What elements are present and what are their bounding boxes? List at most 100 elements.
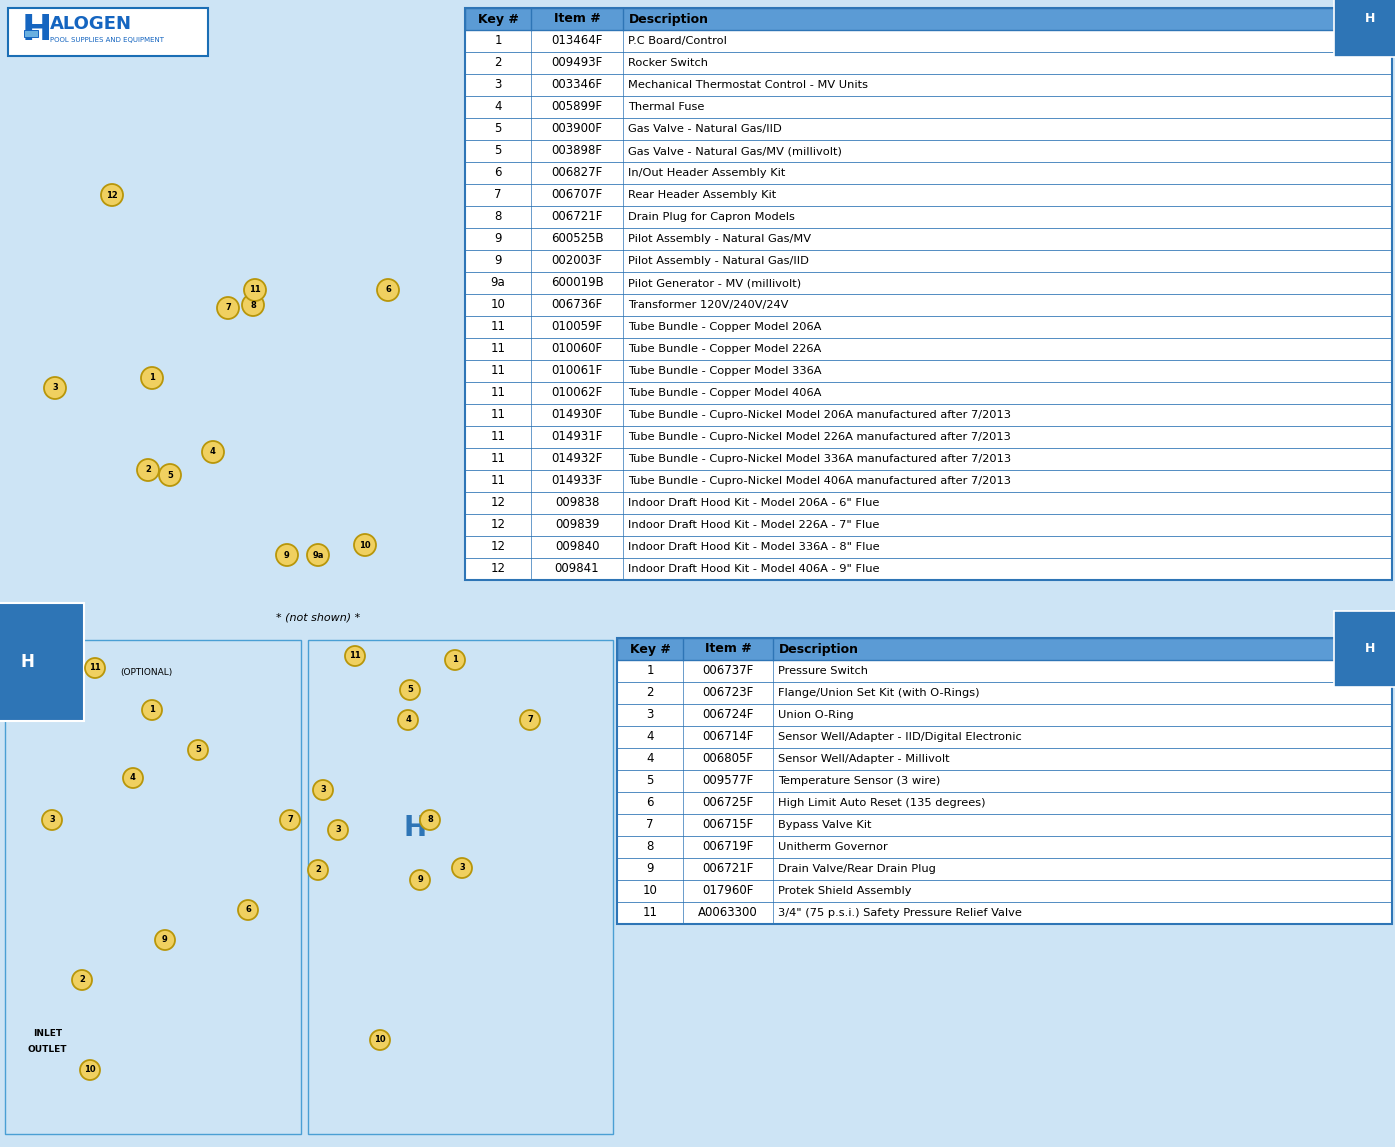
- Text: 11: 11: [491, 387, 505, 399]
- Text: High Limit Auto Reset (135 degrees): High Limit Auto Reset (135 degrees): [778, 798, 985, 807]
- Text: 600019B: 600019B: [551, 276, 604, 289]
- Circle shape: [142, 700, 162, 720]
- Text: 003900F: 003900F: [551, 123, 603, 135]
- Text: 1: 1: [149, 705, 155, 715]
- Text: Flange/Union Set Kit (with O-Rings): Flange/Union Set Kit (with O-Rings): [778, 688, 979, 699]
- Circle shape: [308, 860, 328, 880]
- Text: 7: 7: [287, 816, 293, 825]
- Text: 006721F: 006721F: [702, 863, 753, 875]
- Circle shape: [239, 900, 258, 920]
- Text: 11: 11: [491, 453, 505, 466]
- Text: 12: 12: [491, 562, 505, 576]
- Text: 1: 1: [494, 34, 502, 47]
- Text: Indoor Draft Hood Kit - Model 336A - 8" Flue: Indoor Draft Hood Kit - Model 336A - 8" …: [628, 543, 880, 552]
- Circle shape: [80, 1060, 100, 1080]
- Text: 006723F: 006723F: [702, 687, 753, 700]
- Bar: [465, 294, 1392, 317]
- Bar: [465, 30, 1392, 52]
- Text: 10: 10: [84, 1066, 96, 1075]
- Bar: [617, 880, 1392, 902]
- Bar: [465, 8, 1392, 30]
- Text: Tube Bundle - Cupro-Nickel Model 206A manufactured after 7/2013: Tube Bundle - Cupro-Nickel Model 206A ma…: [628, 409, 1011, 420]
- Text: 7: 7: [225, 304, 232, 312]
- Text: 006719F: 006719F: [702, 841, 753, 853]
- Text: 006721F: 006721F: [551, 211, 603, 224]
- Text: 013464F: 013464F: [551, 34, 603, 47]
- Text: Indoor Draft Hood Kit - Model 206A - 6" Flue: Indoor Draft Hood Kit - Model 206A - 6" …: [628, 498, 879, 508]
- Text: 4: 4: [494, 101, 502, 114]
- Text: Rear Header Assembly Kit: Rear Header Assembly Kit: [628, 190, 776, 200]
- Text: 7: 7: [527, 716, 533, 725]
- Text: 9: 9: [494, 233, 502, 245]
- Text: 006715F: 006715F: [702, 819, 753, 832]
- Text: H: H: [20, 653, 33, 671]
- Text: 9a: 9a: [312, 551, 324, 560]
- Text: Indoor Draft Hood Kit - Model 226A - 7" Flue: Indoor Draft Hood Kit - Model 226A - 7" …: [628, 520, 879, 530]
- Bar: [465, 338, 1392, 360]
- Bar: [617, 660, 1392, 682]
- Circle shape: [370, 1030, 391, 1050]
- Text: 6: 6: [385, 286, 391, 295]
- Text: H: H: [403, 813, 427, 842]
- Text: Tube Bundle - Copper Model 406A: Tube Bundle - Copper Model 406A: [628, 388, 822, 398]
- Text: 9: 9: [417, 875, 423, 884]
- Circle shape: [123, 768, 144, 788]
- Text: 003898F: 003898F: [551, 145, 603, 157]
- Bar: [617, 814, 1392, 836]
- Text: 006707F: 006707F: [551, 188, 603, 202]
- Text: 006725F: 006725F: [702, 796, 753, 810]
- Text: 600525B: 600525B: [551, 233, 603, 245]
- Text: 11: 11: [491, 475, 505, 487]
- Bar: [465, 140, 1392, 162]
- Text: 8: 8: [494, 211, 502, 224]
- Text: 3: 3: [52, 383, 57, 392]
- Text: 1: 1: [149, 374, 155, 382]
- Bar: [617, 791, 1392, 814]
- Bar: [617, 858, 1392, 880]
- Text: H: H: [1364, 642, 1375, 655]
- Bar: [465, 557, 1392, 580]
- Text: 10: 10: [374, 1036, 386, 1045]
- Text: 2: 2: [145, 466, 151, 475]
- Bar: [617, 836, 1392, 858]
- Text: 017960F: 017960F: [702, 884, 753, 897]
- Circle shape: [312, 780, 333, 799]
- Text: 002003F: 002003F: [551, 255, 603, 267]
- Text: Tube Bundle - Copper Model 206A: Tube Bundle - Copper Model 206A: [628, 322, 822, 331]
- Text: 009839: 009839: [555, 518, 600, 531]
- Text: H: H: [1364, 13, 1375, 25]
- Circle shape: [85, 658, 105, 678]
- Text: 9: 9: [162, 936, 167, 944]
- Bar: [465, 470, 1392, 492]
- Text: 12: 12: [491, 518, 505, 531]
- Bar: [308, 640, 612, 1134]
- Text: 10: 10: [643, 884, 657, 897]
- Text: Description: Description: [629, 13, 709, 25]
- Text: Gas Valve - Natural Gas/IID: Gas Valve - Natural Gas/IID: [628, 124, 781, 134]
- Text: Indoor Draft Hood Kit - Model 406A - 9" Flue: Indoor Draft Hood Kit - Model 406A - 9" …: [628, 564, 879, 574]
- Circle shape: [328, 820, 347, 840]
- Text: 12: 12: [106, 190, 117, 200]
- Text: ALOGEN: ALOGEN: [50, 15, 133, 33]
- Text: 006736F: 006736F: [551, 298, 603, 312]
- Bar: [465, 272, 1392, 294]
- Circle shape: [398, 710, 418, 729]
- Text: 8: 8: [646, 841, 654, 853]
- Text: 4: 4: [130, 773, 135, 782]
- Text: 006827F: 006827F: [551, 166, 603, 179]
- Text: Drain Plug for Capron Models: Drain Plug for Capron Models: [628, 212, 795, 223]
- Text: 006805F: 006805F: [703, 752, 753, 765]
- Text: Key #: Key #: [477, 13, 519, 25]
- Circle shape: [520, 710, 540, 729]
- Text: 2: 2: [80, 975, 85, 984]
- Bar: [465, 52, 1392, 75]
- Text: 006737F: 006737F: [702, 664, 753, 678]
- Text: 9: 9: [646, 863, 654, 875]
- Text: 11: 11: [491, 320, 505, 334]
- Text: 2: 2: [646, 687, 654, 700]
- Bar: [617, 770, 1392, 791]
- Text: Tube Bundle - Copper Model 226A: Tube Bundle - Copper Model 226A: [628, 344, 822, 354]
- Bar: [465, 250, 1392, 272]
- Bar: [465, 317, 1392, 338]
- Text: 5: 5: [195, 746, 201, 755]
